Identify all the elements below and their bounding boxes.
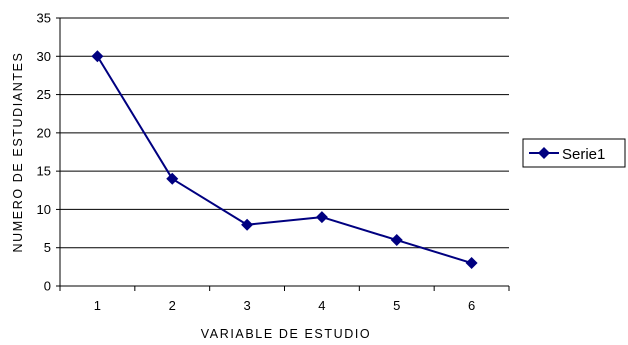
y-tick-label: 35 (37, 11, 51, 26)
x-tick-label: 5 (393, 298, 400, 313)
y-tick-label: 5 (44, 240, 51, 255)
x-tick-label: 6 (468, 298, 475, 313)
y-axis: 0 5 10 15 20 25 30 35 (37, 11, 61, 294)
data-point (465, 257, 478, 270)
x-tick-label: 3 (243, 298, 250, 313)
y-axis-title: NUMERO DE ESTUDIANTES (11, 52, 25, 253)
y-tick-label: 15 (37, 164, 51, 179)
grid-lines (60, 17, 509, 249)
y-tick-label: 0 (44, 279, 51, 294)
x-tick-label: 4 (318, 298, 325, 313)
x-tick-label: 1 (94, 298, 101, 313)
x-axis: 1 2 3 4 5 6 (59, 285, 510, 313)
series-line-group (91, 50, 478, 270)
data-point (91, 50, 104, 63)
y-tick-label: 30 (37, 49, 51, 64)
y-tick-label: 20 (37, 125, 51, 140)
data-point (315, 211, 328, 224)
legend: Serie1 (522, 138, 626, 168)
legend-marker-icon (538, 147, 550, 159)
data-point (166, 172, 179, 185)
series-line (96, 55, 472, 264)
data-point (241, 218, 254, 231)
legend-label: Serie1 (562, 146, 605, 163)
x-tick-label: 2 (169, 298, 176, 313)
data-point (390, 234, 403, 247)
y-tick-label: 10 (37, 202, 51, 217)
x-axis-title: VARIABLE DE ESTUDIO (201, 327, 371, 341)
y-tick-label: 25 (37, 87, 51, 102)
